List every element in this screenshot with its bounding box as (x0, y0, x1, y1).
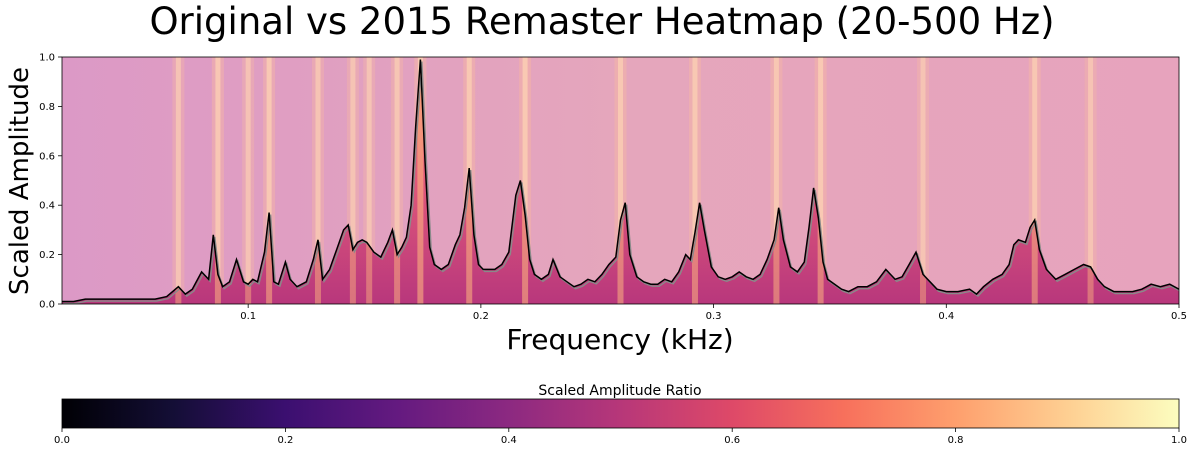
y-tick-label: 1.0 (39, 53, 55, 64)
colorbar-tick-label: 0.4 (501, 435, 517, 446)
x-axis-ticks: 0.1 0.2 0.3 0.4 0.5 (240, 304, 1187, 322)
heat-band-core (315, 57, 321, 304)
colorbar-tick-label: 0.0 (54, 435, 70, 446)
heat-band-core (920, 57, 926, 304)
heat-band-core (366, 57, 372, 304)
y-axis-ticks: 0.0 0.2 0.4 0.6 0.8 1.0 (39, 53, 62, 311)
colorbar-label: Scaled Amplitude Ratio (538, 383, 701, 399)
colorbar (61, 398, 1180, 429)
heat-band-core (1088, 57, 1094, 304)
heat-band-core (1032, 57, 1038, 304)
heat-band-core (215, 57, 221, 304)
heat-band-core (266, 57, 272, 304)
heat-band-core (692, 57, 698, 304)
colorbar-tick-label: 0.8 (948, 435, 964, 446)
spectrum-shadow-line (63, 61, 1179, 304)
heat-band-core (618, 57, 623, 304)
x-tick-label: 0.5 (1171, 311, 1187, 322)
x-tick-label: 0.3 (706, 311, 722, 322)
y-tick-label: 0.2 (39, 250, 55, 261)
plot-frame (61, 56, 1180, 305)
y-axis-label: Scaled Amplitude (5, 67, 35, 295)
heatmap-plot-area (62, 57, 1179, 304)
spectrum-line (62, 59, 1179, 303)
y-tick-label: 0.0 (39, 300, 55, 311)
chart-title: Original vs 2015 Remaster Heatmap (20-50… (149, 0, 1054, 43)
heat-band-core (394, 57, 400, 304)
colorbar-ticks: 0.0 0.2 0.4 0.6 0.8 1.0 (54, 428, 1187, 446)
colorbar-tick-label: 0.6 (724, 435, 740, 446)
heat-band-core (522, 57, 528, 304)
heat-band-core (773, 57, 779, 304)
heat-band-core (175, 57, 181, 304)
y-tick-label: 0.8 (39, 102, 55, 113)
colorbar-tick-label: 0.2 (277, 435, 293, 446)
x-axis-label: Frequency (kHz) (506, 323, 733, 356)
heat-band-core (350, 57, 356, 304)
heat-band-under (417, 59, 424, 304)
y-tick-label: 0.6 (39, 151, 55, 162)
heat-band-core (818, 57, 824, 304)
x-tick-label: 0.1 (240, 311, 256, 322)
x-tick-label: 0.4 (938, 311, 954, 322)
colorbar-tick-label: 1.0 (1171, 435, 1187, 446)
y-tick-label: 0.4 (39, 201, 55, 212)
x-tick-label: 0.2 (473, 311, 489, 322)
heat-band-core (245, 57, 251, 304)
